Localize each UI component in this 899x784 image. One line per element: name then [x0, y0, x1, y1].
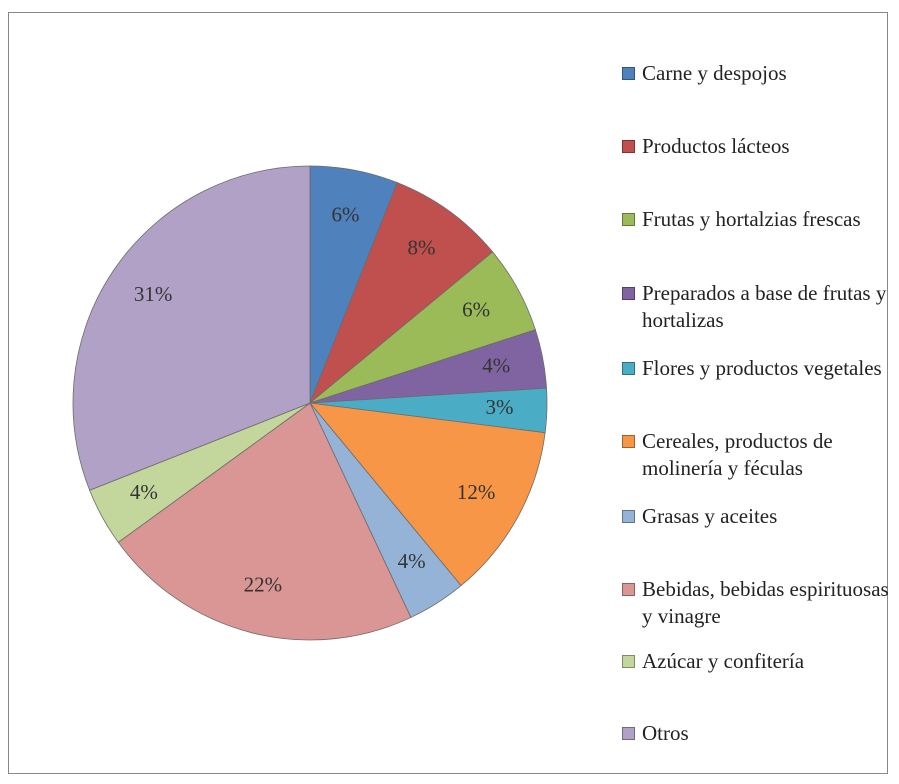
legend-swatch [622, 67, 635, 80]
legend-item: Bebidas, bebidas espirituosas y vinagre [622, 576, 892, 630]
legend-swatch [622, 435, 635, 448]
data-label: 6% [462, 297, 490, 321]
legend-item: Productos lácteos [622, 133, 892, 160]
legend-label: Bebidas, bebidas espirituosas y vinagre [642, 577, 889, 628]
legend-swatch [622, 287, 635, 300]
pie-slice [117, 402, 412, 641]
legend-swatch [622, 213, 635, 226]
legend-label: Frutas y hortalzias frescas [642, 207, 861, 231]
legend-label: Azúcar y confitería [642, 649, 805, 673]
data-label: 31% [134, 282, 173, 306]
legend-item: Preparados a base de frutas y hortalizas [622, 280, 892, 334]
data-label: 8% [407, 235, 435, 259]
data-label: 22% [244, 572, 283, 596]
chart-frame [8, 12, 888, 774]
legend-item: Cereales, productos de molinería y fécul… [622, 428, 892, 482]
data-label: 4% [482, 353, 510, 377]
data-label: 3% [486, 395, 514, 419]
data-label: 4% [398, 549, 426, 573]
pie-slice [309, 402, 546, 587]
pie-slice [309, 182, 494, 404]
legend-item: Otros [622, 720, 892, 747]
legend-item: Carne y despojos [622, 60, 892, 87]
legend-swatch [622, 140, 635, 153]
legend-item: Frutas y hortalzias frescas [622, 206, 892, 233]
data-label: 12% [457, 480, 496, 504]
legend-label: Carne y despojos [642, 61, 787, 85]
legend-label: Flores y productos vegetales [642, 356, 882, 380]
legend-label: Grasas y aceites [642, 504, 778, 528]
legend-item: Grasas y aceites [622, 503, 892, 530]
data-label: 4% [130, 480, 158, 504]
legend-swatch [622, 583, 635, 596]
legend-label: Otros [642, 721, 689, 745]
legend-swatch [622, 655, 635, 668]
legend-swatch [622, 510, 635, 523]
legend-item: Flores y productos vegetales [622, 355, 892, 382]
legend-label: Preparados a base de frutas y hortalizas [642, 281, 887, 332]
legend-item: Azúcar y confitería [622, 648, 892, 675]
legend-swatch [622, 362, 635, 375]
data-label: 6% [332, 203, 360, 227]
pie-slice [72, 165, 311, 491]
legend-label: Productos lácteos [642, 134, 790, 158]
legend-label: Cereales, productos de molinería y fécul… [642, 429, 833, 480]
legend-swatch [622, 727, 635, 740]
